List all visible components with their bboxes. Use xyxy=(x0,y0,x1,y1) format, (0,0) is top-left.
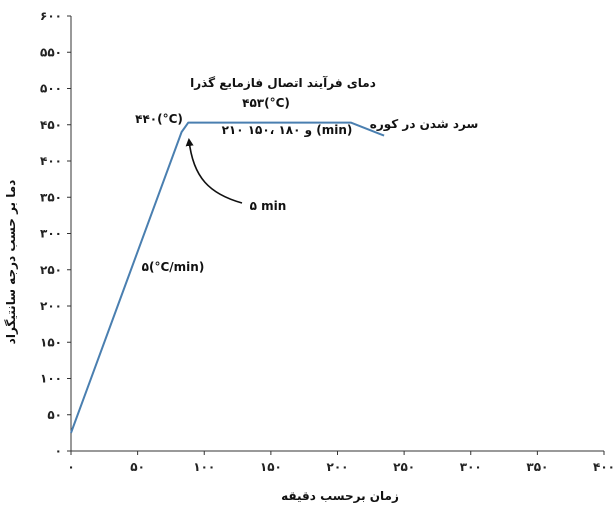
series-layer xyxy=(70,121,385,434)
y-tick-label: ۲۰۰ xyxy=(40,299,62,313)
annotation-process-temp: ۴۵۳(°C) xyxy=(242,96,290,110)
dwell-arrow xyxy=(185,138,243,204)
y-tick-label: ۳۵۰ xyxy=(40,190,62,204)
annotation-peak-temp: ۴۴۰(°C) xyxy=(135,112,183,126)
x-tick-label: ۳۵۰ xyxy=(526,460,548,474)
y-tick-label: ۲۵۰ xyxy=(40,263,62,277)
y-tick-label: ۱۵۰ xyxy=(40,335,62,349)
x-ticks: ۰ ۵۰ ۱۰۰ ۱۵۰ ۲۰۰ ۲۵۰ ۳۰۰ ۳۵۰ ۴۰۰ xyxy=(67,451,613,474)
y-tick-label: ۵۵۰ xyxy=(40,45,62,59)
annotation-hold-times: ۲۱۰ و ۱۸۰ ،۱۵۰ (min) xyxy=(222,123,353,138)
y-axis-title: دما بر حسب درجه سانتیگراد xyxy=(4,180,18,345)
annotation-process-title: دمای فرآیند اتصال فازمایع گذرا xyxy=(190,75,376,90)
x-tick-label: ۱۰۰ xyxy=(193,460,215,474)
x-tick-label: ۰ xyxy=(67,460,74,474)
y-tick-label: ۶۰۰ xyxy=(40,9,62,23)
x-tick-label: ۱۵۰ xyxy=(260,460,282,474)
y-tick-label: ۱۰۰ xyxy=(40,372,62,386)
x-axis-title: زمان برحسب دقیقه xyxy=(281,489,399,503)
x-tick-label: ۲۵۰ xyxy=(393,460,415,474)
y-tick-label: ۵۰۰ xyxy=(40,82,62,96)
y-tick-label: ۰ xyxy=(55,444,62,458)
y-tick-label: ۴۰۰ xyxy=(40,154,62,168)
x-tick-label: ۲۰۰ xyxy=(327,460,349,474)
annotation-ramp-rate: ۵(°C/min) xyxy=(142,260,205,274)
annotations: دمای فرآیند اتصال فازمایع گذرا ۴۵۳(°C) ۲… xyxy=(135,75,478,274)
y-tick-label: ۳۰۰ xyxy=(40,227,62,241)
x-tick-label: ۳۰۰ xyxy=(460,460,482,474)
y-ticks: ۰ ۵۰ ۱۰۰ ۱۵۰ ۲۰۰ ۲۵۰ ۳۰۰ ۳۵۰ ۴۰۰ ۴۵۰ ۵۰۰ ۵۵۰ ۶۰۰ xyxy=(40,9,71,458)
series-line xyxy=(70,121,385,434)
annotation-dwell: ۵ min xyxy=(250,199,287,213)
x-tick-label: ۵۰ xyxy=(130,460,145,474)
annotation-cooling: سرد شدن در کوره xyxy=(370,117,479,132)
y-tick-label: ۵۰ xyxy=(47,408,62,422)
y-tick-label: ۴۵۰ xyxy=(40,118,62,132)
x-tick-label: ۴۰۰ xyxy=(593,460,613,474)
